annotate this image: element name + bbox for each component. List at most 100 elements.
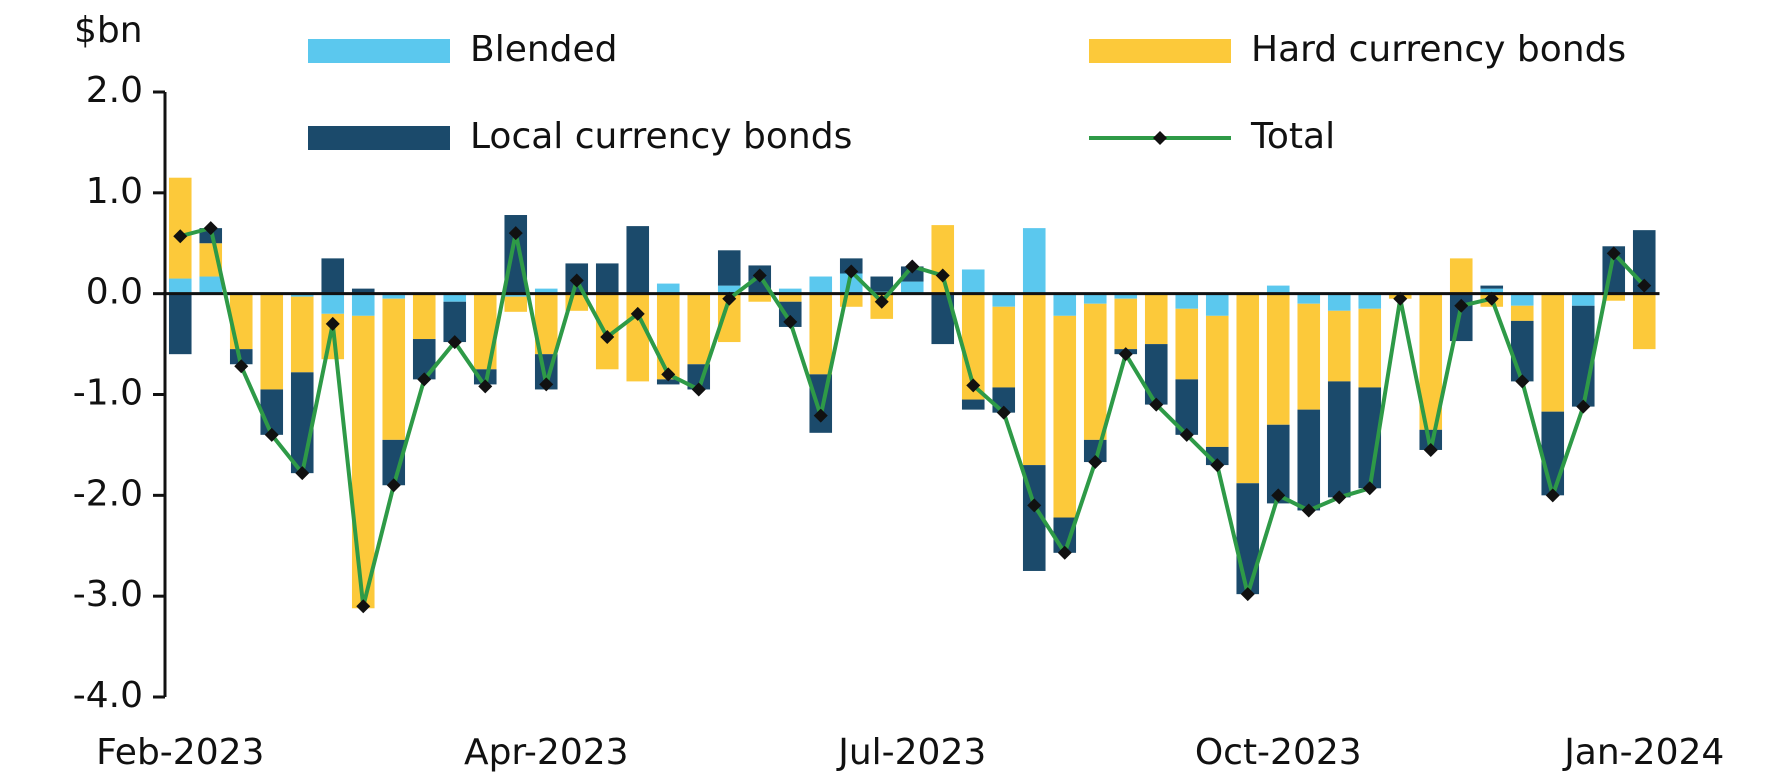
- y-tick-label: -2.0: [73, 473, 143, 514]
- total-marker: [1423, 442, 1438, 457]
- bar-segment: [1541, 411, 1565, 496]
- bar-segment: [961, 269, 985, 294]
- bar-segment: [229, 349, 253, 365]
- total-marker: [1332, 490, 1347, 505]
- total-marker: [600, 330, 615, 345]
- bar-segment: [809, 293, 833, 375]
- bar-segment: [1571, 293, 1595, 306]
- total-marker: [844, 264, 859, 279]
- bar-segment: [1022, 293, 1046, 466]
- total-marker: [905, 259, 920, 274]
- bar-segment: [1541, 293, 1565, 412]
- bar-segment: [351, 315, 375, 609]
- bar-segment: [809, 276, 833, 294]
- bar-segment: [717, 285, 741, 294]
- total-marker: [1057, 545, 1072, 560]
- bar-segment: [199, 276, 223, 294]
- total-marker: [1118, 347, 1133, 362]
- bar-segment: [626, 293, 650, 382]
- bar-segment: [473, 293, 497, 370]
- bar-segment: [1053, 293, 1077, 316]
- bar-segment: [1297, 409, 1321, 511]
- y-tick-label: 2.0: [86, 70, 143, 111]
- bar-segment: [595, 263, 619, 294]
- bar-segment: [1144, 344, 1168, 405]
- total-marker: [1454, 298, 1469, 313]
- bar-segment: [1297, 293, 1321, 304]
- legend-marker: [1153, 131, 1167, 145]
- bar-segment: [168, 278, 192, 294]
- bar-segment: [1632, 293, 1656, 350]
- total-marker: [1210, 458, 1225, 473]
- bar-segment: [290, 293, 314, 297]
- total-marker: [661, 367, 676, 382]
- bar-segment: [1083, 303, 1107, 440]
- bar-segment: [748, 293, 772, 302]
- bar-segment: [321, 258, 345, 294]
- x-tick-label: Feb-2023: [96, 732, 264, 773]
- bar-segment: [382, 293, 406, 299]
- bar-segment: [1571, 305, 1595, 407]
- total-marker: [1179, 427, 1194, 442]
- bar-segment: [931, 293, 955, 345]
- x-tick-label: Apr-2023: [464, 732, 629, 773]
- bar-segment: [900, 281, 924, 294]
- bar-segment: [1419, 293, 1443, 430]
- total-marker: [1515, 374, 1530, 389]
- bar-segment: [870, 276, 894, 292]
- bar-segment: [1144, 293, 1168, 345]
- x-tick-label: Oct-2023: [1195, 732, 1362, 773]
- bar-segment: [656, 379, 680, 385]
- bar-segment: [1510, 293, 1534, 306]
- total-marker: [356, 599, 371, 614]
- legend-label: Total: [1250, 116, 1335, 157]
- total-marker: [417, 372, 432, 387]
- bar-segment: [1602, 293, 1626, 301]
- total-marker: [447, 335, 462, 350]
- total-marker: [1576, 399, 1591, 414]
- total-marker: [539, 377, 554, 392]
- bar-segment: [717, 293, 741, 343]
- bar-segment: [534, 293, 558, 355]
- bar-segment: [504, 215, 528, 294]
- bar-segment: [656, 283, 680, 294]
- bar-segment: [1205, 315, 1229, 447]
- y-tick-label: 0.0: [86, 272, 143, 313]
- bar-segment: [778, 293, 802, 302]
- bar-segment: [412, 293, 436, 340]
- bar-segment: [1358, 293, 1382, 309]
- y-tick-label: -3.0: [73, 574, 143, 615]
- total-marker: [691, 382, 706, 397]
- total-marker: [1637, 278, 1652, 293]
- total-marker: [996, 405, 1011, 420]
- bar-segment: [382, 439, 406, 486]
- bar-segment: [961, 399, 985, 410]
- bar-segment: [1114, 298, 1138, 350]
- total-marker: [264, 427, 279, 442]
- total-marker: [1149, 397, 1164, 412]
- bar-segment: [1236, 293, 1260, 484]
- total-marker: [569, 273, 584, 288]
- total-marker: [203, 221, 218, 236]
- bar-segment: [931, 225, 955, 294]
- legend-label: Local currency bonds: [470, 116, 852, 157]
- total-marker: [874, 294, 889, 309]
- bar-segment: [626, 226, 650, 294]
- bar-segment: [351, 293, 375, 316]
- bar-segment: [1175, 293, 1199, 309]
- bar-segment: [1449, 258, 1473, 294]
- total-marker: [386, 478, 401, 493]
- total-marker: [630, 306, 645, 321]
- total-marker: [478, 379, 493, 394]
- y-tick-label: -4.0: [73, 675, 143, 716]
- bar-segment: [443, 293, 467, 302]
- bar-segment: [290, 372, 314, 474]
- bar-segment: [1266, 285, 1290, 294]
- total-marker: [325, 316, 340, 331]
- legend-label: Blended: [470, 29, 618, 70]
- total-marker: [295, 466, 310, 481]
- total-marker: [813, 408, 828, 423]
- total-marker: [1362, 481, 1377, 496]
- total-marker: [1088, 455, 1103, 470]
- total-marker: [935, 268, 950, 283]
